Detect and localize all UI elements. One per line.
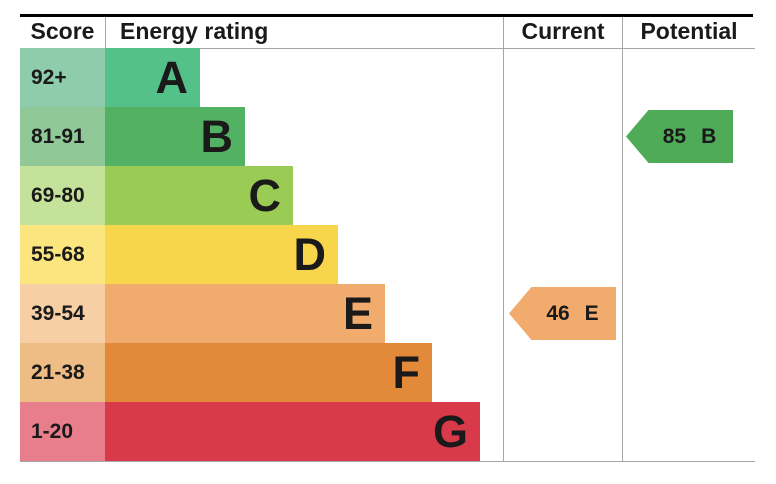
energy-band-bar-b: B [105,107,245,166]
band-letter-f: F [392,347,421,398]
score-range-d: 55-68 [20,225,105,284]
header-potential: Potential [640,18,738,44]
potential-column-divider [622,17,623,461]
potential-rating-value: 85 [662,124,687,148]
score-range-e: 39-54 [20,284,105,343]
top-border-line [20,14,753,17]
energy-band-bar-d: D [105,225,338,284]
band-letter-g: G [432,406,468,457]
band-row-f: 21-38 F [20,343,755,402]
current-column-divider [503,17,504,461]
energy-band-bar-g: G [105,402,480,461]
current-rating-value: 46 [546,301,570,325]
current-rating-letter: E [584,301,599,325]
band-row-d: 55-68 D [20,225,755,284]
band-row-e: 39-54 E [20,284,755,343]
band-letter-a: A [155,52,189,103]
rating-bands: 92+ A 81-91 B 69-80 C 55-68 D 39-54 [20,48,755,461]
band-letter-b: B [200,111,234,162]
potential-rating-arrow: 85 B [626,110,733,163]
band-row-a: 92+ A [20,48,755,107]
score-range-c: 69-80 [20,166,105,225]
band-letter-c: C [248,170,282,221]
score-range-a: 92+ [20,48,105,107]
current-rating-arrow: 46 E [509,287,616,340]
header-current: Current [521,18,605,44]
energy-band-bar-a: A [105,48,200,107]
band-letter-d: D [293,229,327,280]
band-row-c: 69-80 C [20,166,755,225]
score-range-b: 81-91 [20,107,105,166]
bottom-border-line [20,461,755,462]
score-column-divider [105,17,106,48]
band-row-b: 81-91 B [20,107,755,166]
energy-band-bar-c: C [105,166,293,225]
header-underline [20,48,755,49]
score-range-g: 1-20 [20,402,105,461]
header-energy-rating: Energy rating [120,18,269,44]
score-range-f: 21-38 [20,343,105,402]
band-row-g: 1-20 G [20,402,755,461]
energy-band-bar-f: F [105,343,432,402]
band-letter-e: E [342,288,373,339]
header-score: Score [30,18,95,44]
energy-band-bar-e: E [105,284,385,343]
potential-rating-letter: B [701,124,717,148]
